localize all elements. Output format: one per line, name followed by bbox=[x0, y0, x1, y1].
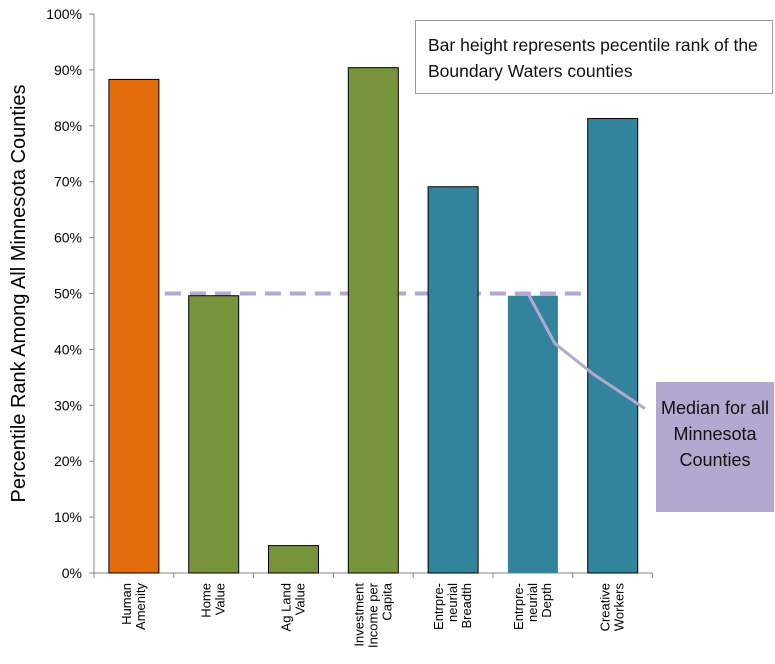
x-category-label: InvestmentIncome perCapita bbox=[351, 582, 394, 648]
y-axis-label: Percentile Rank Among All Minnesota Coun… bbox=[8, 84, 30, 502]
y-tick-label: 20% bbox=[54, 453, 82, 469]
y-tick-label: 80% bbox=[54, 118, 82, 134]
x-axis: HumanAmenity HomeValue Ag LandValue Investm… bbox=[119, 582, 627, 648]
y-axis: 0% 10% 20% 30% 40% 50% 60% 70% 80% 90% 100% bbox=[46, 6, 654, 581]
bar bbox=[108, 78, 160, 574]
y-tick-label: 60% bbox=[54, 230, 82, 246]
x-category-label: Entrpre-neurialDepth bbox=[511, 583, 554, 630]
x-category-label: HumanAmenity bbox=[119, 583, 148, 630]
y-tick-label: 100% bbox=[46, 6, 82, 22]
y-tick-label: 10% bbox=[54, 509, 82, 525]
bar bbox=[347, 67, 399, 574]
callout-leader-line bbox=[526, 292, 646, 410]
bar bbox=[188, 295, 240, 574]
y-tick-label: 90% bbox=[54, 62, 82, 78]
x-category-label: HomeValue bbox=[199, 583, 228, 618]
bar bbox=[427, 186, 479, 574]
y-tick-label: 0% bbox=[62, 565, 82, 581]
median-callout: Median for all Minnesota Counties bbox=[656, 382, 774, 512]
bar bbox=[587, 118, 639, 574]
bars bbox=[108, 67, 639, 574]
x-category-label: Ag LandValue bbox=[279, 583, 308, 631]
y-tick-label: 50% bbox=[54, 286, 82, 302]
y-tick-label: 40% bbox=[54, 341, 82, 357]
bar bbox=[507, 295, 558, 573]
y-tick-label: 30% bbox=[54, 397, 82, 413]
bar bbox=[268, 545, 319, 574]
annotation-note: Bar height represents pecentile rank of … bbox=[415, 20, 773, 94]
x-category-label: Entrpre-neurialBreadth bbox=[431, 583, 474, 630]
x-category-label: CreativeWorkers bbox=[598, 583, 627, 632]
y-axis-title: Percentile Rank Among All Minnesota Coun… bbox=[8, 84, 30, 502]
callout-leader bbox=[526, 292, 646, 410]
y-tick-label: 70% bbox=[54, 174, 82, 190]
